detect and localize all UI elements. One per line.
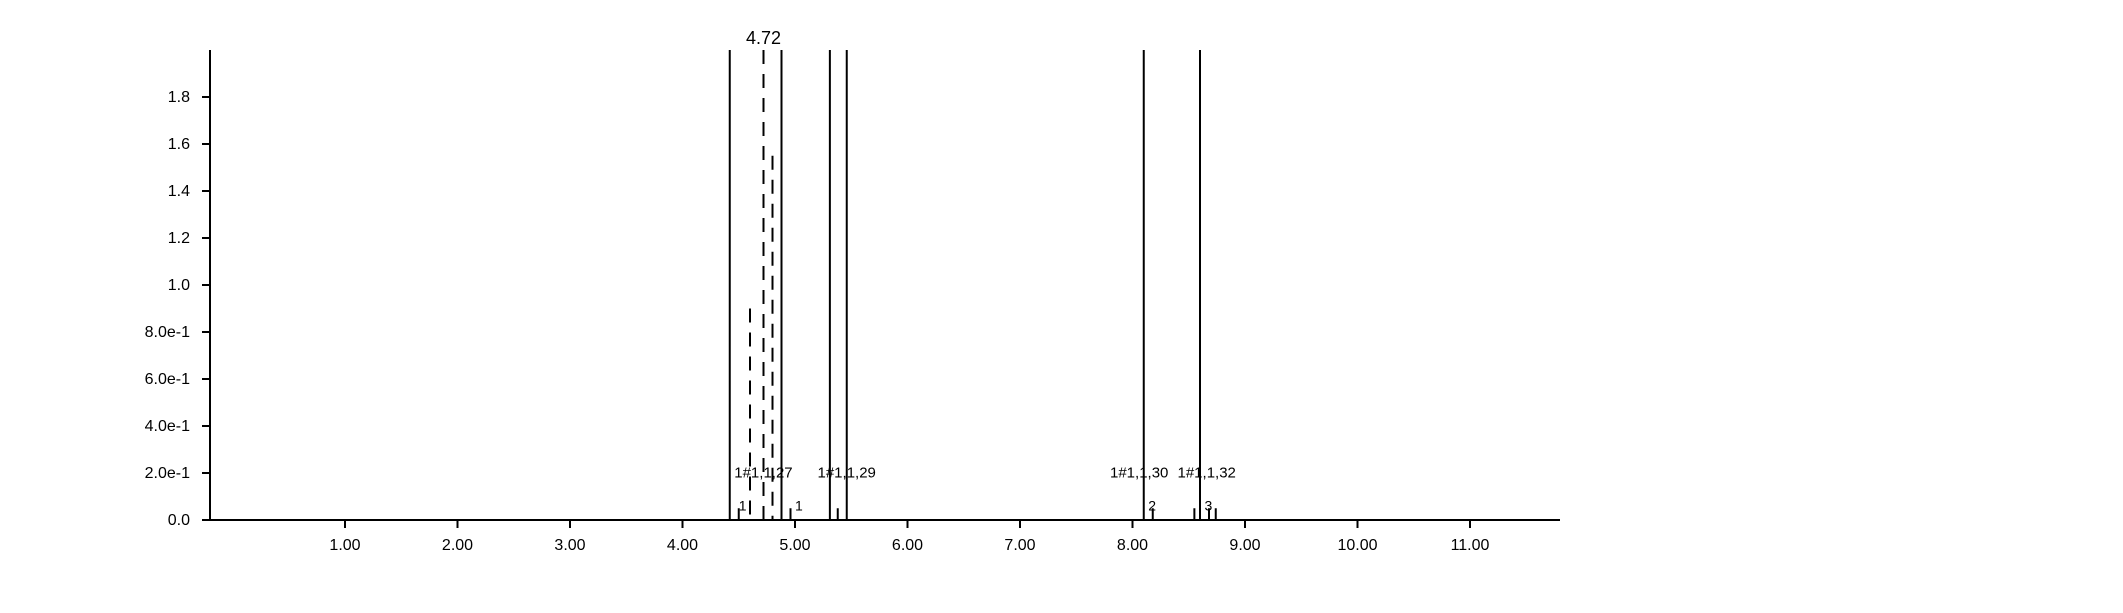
peak-id-label: 1#1,1,27 bbox=[734, 465, 792, 482]
peak-id-label: 1#1,1,29 bbox=[818, 465, 876, 482]
y-tick-label: 8.0e-1 bbox=[145, 324, 190, 341]
peak-index-label: 1 bbox=[739, 498, 747, 514]
x-tick-label: 11.00 bbox=[1451, 537, 1490, 554]
x-tick-label: 9.00 bbox=[1229, 537, 1260, 554]
chart-container: 1.002.003.004.005.006.007.008.009.0010.0… bbox=[0, 0, 2123, 613]
peak-rt-label: 4.72 bbox=[746, 28, 781, 48]
x-tick-label: 7.00 bbox=[1004, 537, 1035, 554]
y-tick-label: 1.2 bbox=[168, 230, 190, 247]
x-tick-label: 3.00 bbox=[554, 537, 585, 554]
x-tick-label: 4.00 bbox=[667, 537, 698, 554]
x-tick-label: 6.00 bbox=[892, 537, 923, 554]
peak-index-label: 2 bbox=[1148, 498, 1156, 514]
y-tick-label: 1.6 bbox=[168, 136, 190, 153]
chromatogram-chart: 1.002.003.004.005.006.007.008.009.0010.0… bbox=[0, 0, 2123, 613]
y-tick-label: 0.0 bbox=[168, 512, 190, 529]
y-tick-label: 1.4 bbox=[168, 183, 190, 200]
y-tick-label: 1.0 bbox=[168, 277, 190, 294]
peak-id-label: 1#1,1,32 bbox=[1178, 465, 1236, 482]
y-tick-label: 6.0e-1 bbox=[145, 371, 190, 388]
x-tick-label: 8.00 bbox=[1117, 537, 1148, 554]
y-tick-label: 2.0e-1 bbox=[145, 465, 190, 482]
peak-index-label: 1 bbox=[795, 498, 803, 514]
peak-id-label: 1#1,1,30 bbox=[1110, 465, 1168, 482]
x-tick-label: 10.00 bbox=[1337, 537, 1377, 554]
x-tick-label: 5.00 bbox=[779, 537, 810, 554]
x-tick-label: 2.00 bbox=[442, 537, 473, 554]
y-tick-label: 1.8 bbox=[168, 89, 190, 106]
y-tick-label: 4.0e-1 bbox=[145, 418, 190, 435]
x-tick-label: 1.00 bbox=[329, 537, 360, 554]
peak-index-label: 3 bbox=[1205, 498, 1213, 514]
